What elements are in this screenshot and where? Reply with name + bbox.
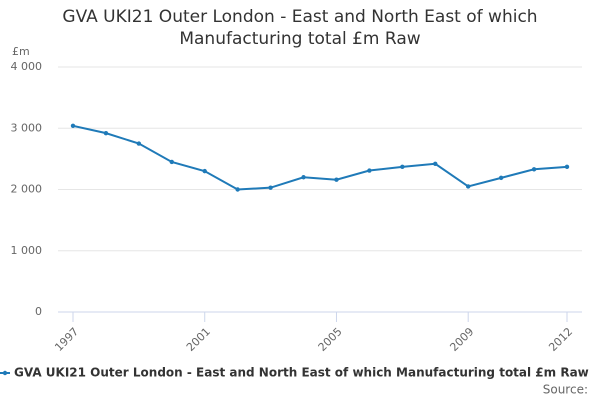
line (72, 124, 568, 191)
x-tick-label: 2012 (546, 325, 575, 354)
point (400, 164, 405, 170)
point (334, 177, 339, 182)
point (367, 168, 372, 173)
point (235, 187, 240, 192)
x-tick-label: 2001 (184, 325, 213, 354)
point (301, 175, 306, 180)
y-tick-label: 2 000 (11, 183, 43, 196)
point (169, 159, 174, 165)
point (136, 141, 142, 146)
point (202, 168, 207, 174)
legend-swatch-point (2, 370, 8, 376)
point (103, 130, 109, 136)
legend-label: GVA UKI21 Outer London - East and North … (14, 366, 589, 380)
point (268, 185, 273, 190)
x-tick-label: 2009 (447, 325, 476, 354)
point (531, 167, 537, 172)
x-tick-label: 2005 (316, 325, 345, 354)
y-tick-label: 0 (35, 305, 42, 318)
point (466, 184, 471, 189)
chart-title: GVA UKI21 Outer London - East and North … (62, 7, 538, 49)
y-tick-label: 4 000 (11, 60, 43, 73)
source: Source: (543, 383, 588, 397)
point (433, 161, 438, 166)
point (498, 175, 504, 181)
point (564, 164, 570, 170)
y-tick-label: 1 000 (11, 244, 43, 257)
y-tick-label: 3 000 (11, 121, 43, 134)
x-tick-label: 1997 (52, 325, 81, 354)
point (70, 123, 76, 128)
y-axis-label: £m (12, 45, 30, 58)
